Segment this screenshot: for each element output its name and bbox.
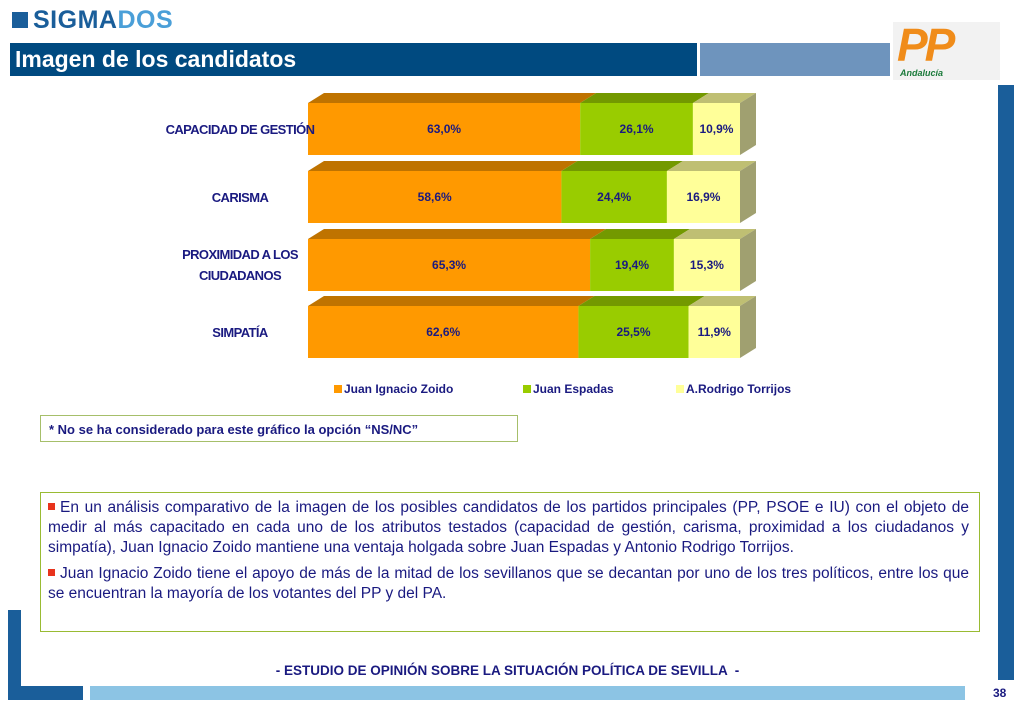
bar-top <box>590 229 690 239</box>
legend-swatch <box>334 385 342 393</box>
side-bar-left <box>8 610 21 700</box>
legend-swatch <box>523 385 531 393</box>
bar-top <box>308 93 597 103</box>
value-label: 24,4% <box>597 190 631 204</box>
legend-label: Juan Espadas <box>533 382 614 396</box>
bar <box>308 239 591 291</box>
category-label: CAPACIDAD DE GESTIÓN <box>165 121 315 137</box>
title-bar-light <box>700 43 890 76</box>
value-label: 25,5% <box>616 325 650 339</box>
bar-top <box>673 229 756 239</box>
bottom-bar <box>90 686 965 700</box>
bar <box>590 239 674 291</box>
chart: 63,0% 26,1% 10,9% 58,6% 24,4% 16,9% 65,3% 19,4%… <box>308 93 791 396</box>
bar <box>308 103 581 155</box>
bullet <box>48 503 55 510</box>
bar-side <box>740 93 756 155</box>
bar-side <box>740 229 756 291</box>
bar <box>692 103 740 155</box>
value-label: 10,9% <box>699 122 733 136</box>
legend-swatch <box>676 385 684 393</box>
bar-top <box>308 161 578 171</box>
side-bar <box>998 85 1014 680</box>
bar <box>308 306 579 358</box>
page-number: 38 <box>993 686 1007 700</box>
text-box: En un análisis comparativo de la imagen … <box>40 492 980 632</box>
value-label: 19,4% <box>615 258 649 272</box>
paragraph-text: En un análisis comparativo de la imagen … <box>48 499 969 556</box>
footer: - ESTUDIO DE OPINIÓN SOBRE LA SITUACIÓN … <box>275 663 740 678</box>
bar <box>308 171 562 223</box>
bottom-bar-dark <box>8 686 83 700</box>
bar-top <box>308 296 595 306</box>
party-logo: PP <box>897 19 955 71</box>
bar-side <box>740 296 756 358</box>
category-label: PROXIMIDAD A LOS CIUDADANOS <box>182 247 298 283</box>
bar-top <box>578 296 705 306</box>
title: Imagen de los candidatos <box>15 46 297 72</box>
paragraph: En un análisis comparativo de la imagen … <box>48 498 969 558</box>
value-label: 26,1% <box>620 122 654 136</box>
logo-part: DOS <box>117 6 174 34</box>
party-logo-box <box>893 22 1000 80</box>
bar <box>561 171 667 223</box>
value-label: 63,0% <box>427 122 461 136</box>
bar-top <box>666 161 756 171</box>
logo-square <box>12 12 28 28</box>
bar <box>578 306 689 358</box>
legend-label: Juan Ignacio Zoido <box>344 382 453 396</box>
bar-top <box>308 229 607 239</box>
logo: SIGMADOS <box>33 6 173 35</box>
value-label: 58,6% <box>418 190 452 204</box>
paragraph: Juan Ignacio Zoido tiene el apoyo de más… <box>48 564 969 604</box>
category-label: SIMPATÍA <box>212 324 268 340</box>
title-bar <box>10 43 697 76</box>
legend-label: A.Rodrigo Torrijos <box>686 382 791 396</box>
bar <box>580 103 693 155</box>
note: * No se ha considerado para este gráfico… <box>40 415 518 442</box>
bullet <box>48 569 55 576</box>
paragraph-text: Juan Ignacio Zoido tiene el apoyo de más… <box>48 565 969 602</box>
bar <box>688 306 740 358</box>
bar-top <box>561 161 683 171</box>
bar-side <box>740 161 756 223</box>
value-label: 65,3% <box>432 258 466 272</box>
bar-top <box>580 93 709 103</box>
value-label: 11,9% <box>698 325 732 339</box>
bar <box>673 239 740 291</box>
bar-top <box>688 296 756 306</box>
value-label: 15,3% <box>690 258 724 272</box>
category-label: CARISMA <box>211 189 269 205</box>
bar-top <box>692 93 756 103</box>
logo-part: SIGMA <box>33 6 118 34</box>
party-region: Andalucía <box>900 68 944 78</box>
value-label: 16,9% <box>686 190 720 204</box>
bar <box>666 171 740 223</box>
value-label: 62,6% <box>426 325 460 339</box>
